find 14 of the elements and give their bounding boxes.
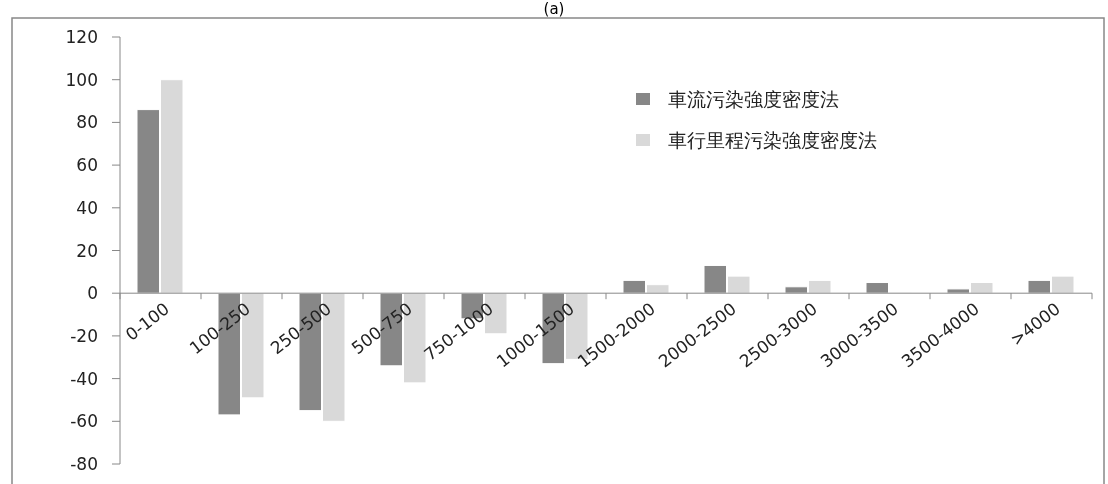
y-tick-label: 40 (76, 197, 98, 218)
y-tick-label: 120 (65, 27, 98, 47)
y-tick-label: -20 (70, 325, 98, 346)
chart-title: (a) (543, 0, 565, 18)
y-tick-label: 60 (76, 155, 98, 176)
y-tick-label: 80 (76, 112, 98, 133)
y-tick-label: 100 (65, 69, 98, 90)
y-tick-label: -80 (70, 454, 98, 474)
y-tick-label: -40 (70, 368, 98, 389)
y-tick-label: 20 (76, 240, 98, 261)
legend-label: 車流污染強度密度法 (668, 88, 839, 110)
legend-label: 車行里程污染強度密度法 (668, 129, 877, 151)
y-tick-label: -60 (70, 411, 98, 432)
y-tick-label: 0 (87, 283, 98, 304)
